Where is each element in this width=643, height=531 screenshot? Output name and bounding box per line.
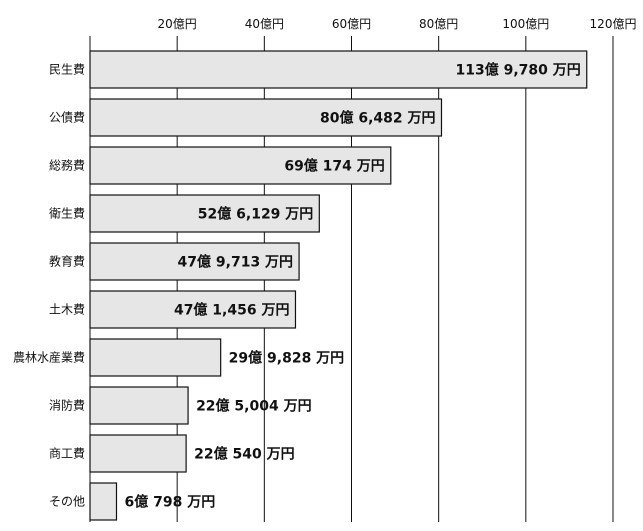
category-label: 農林水産業費 xyxy=(13,350,85,365)
data-label: 80億 6,482 万円 xyxy=(320,110,436,127)
data-label: 22億 5,004 万円 xyxy=(196,398,312,415)
x-tick-label: 100億円 xyxy=(502,17,549,31)
x-axis-ticks: 20億円 40億円 60億円 80億円 100億円 120億円 xyxy=(158,17,637,31)
bar-5 xyxy=(89,290,297,329)
bar-0 xyxy=(89,50,588,89)
bar-9 xyxy=(89,482,118,521)
data-label: 69億 174 万円 xyxy=(284,158,384,175)
data-label: 22億 540 万円 xyxy=(194,446,294,463)
category-label: 民生費 xyxy=(49,62,85,77)
bar-2 xyxy=(89,146,392,185)
bars xyxy=(89,50,588,521)
bar-4 xyxy=(89,242,300,281)
x-tick-label: 40億円 xyxy=(245,17,284,31)
category-label: 土木費 xyxy=(49,302,85,317)
category-label: 公債費 xyxy=(49,110,85,125)
category-label: その他 xyxy=(49,495,85,509)
bar-7 xyxy=(89,386,189,425)
data-label: 47億 9,713 万円 xyxy=(178,254,294,271)
data-label: 47億 1,456 万円 xyxy=(174,302,290,319)
x-tick-label: 20億円 xyxy=(158,17,197,31)
data-label: 52億 6,129 万円 xyxy=(198,206,314,223)
x-tick-label: 60億円 xyxy=(332,17,371,31)
value-labels: 113億 9,780 万円 80億 6,482 万円 69億 174 万円 52億 6… xyxy=(124,62,580,511)
x-tick-label: 80億円 xyxy=(419,17,458,31)
category-label: 総務費 xyxy=(49,158,85,173)
data-label: 113億 9,780 万円 xyxy=(455,62,580,79)
category-label: 消防費 xyxy=(49,398,85,413)
category-label: 教育費 xyxy=(49,254,85,269)
bar-8 xyxy=(89,434,187,473)
data-label: 29億 9,828 万円 xyxy=(229,350,345,367)
x-tick-label: 120億円 xyxy=(590,17,637,31)
bar-3 xyxy=(89,194,320,233)
bar-6 xyxy=(89,338,222,377)
category-label: 商工費 xyxy=(49,446,85,461)
data-label: 6億 798 万円 xyxy=(124,494,215,511)
category-label: 衛生費 xyxy=(49,206,85,221)
